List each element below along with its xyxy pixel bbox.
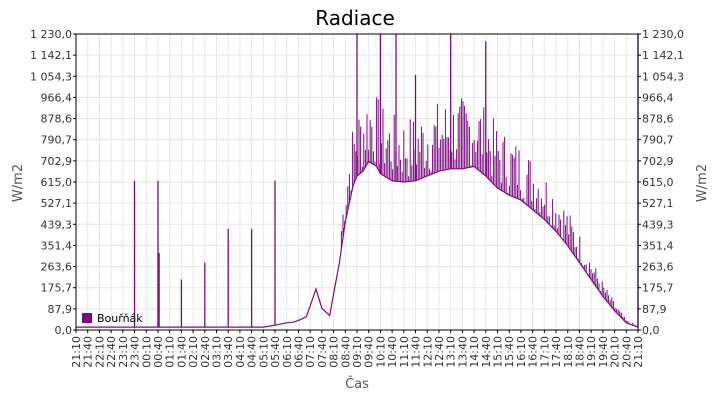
y-tick-label-right: 790,7 <box>642 134 674 147</box>
y-axis-left: 0,0 87,9 175,7 263,6 351,4 439,3 527,1 615,0 702… <box>30 28 76 337</box>
y-axis-right: 0,0 87,9 175,7 263,6 351,4 439,3 527,1 615,0 702… <box>638 28 684 337</box>
y-tick-label-right: 263,6 <box>642 261 674 274</box>
y-tick-label-right: 87,9 <box>642 303 667 316</box>
x-tick-label: 02:40 <box>199 336 212 368</box>
x-tick-label: 08:10 <box>328 336 341 368</box>
y-tick-label-left: 439,3 <box>41 218 73 231</box>
y-tick-label-left: 1 230,0 <box>30 28 72 41</box>
x-tick-label: 03:10 <box>211 336 224 368</box>
x-tick-label: 08:40 <box>339 336 352 368</box>
x-tick-label: 03:40 <box>222 336 235 368</box>
x-axis: 21:1021:4022:1022:4023:1023:4000:1000:40… <box>70 330 645 368</box>
x-tick-label: 02:10 <box>187 336 200 368</box>
legend: Bouřňák <box>82 312 143 325</box>
legend-label: Bouřňák <box>97 312 143 325</box>
x-tick-label: 07:40 <box>316 336 329 368</box>
x-tick-label: 05:40 <box>269 336 282 368</box>
y-tick-label-right: 615,0 <box>642 176 674 189</box>
y-tick-label-left: 175,7 <box>41 282 73 295</box>
x-tick-label: 00:40 <box>152 336 165 368</box>
x-tick-label: 13:10 <box>445 336 458 368</box>
x-tick-label: 17:40 <box>550 336 563 368</box>
y-tick-label-right: 878,6 <box>642 113 674 126</box>
y-tick-label-left: 615,0 <box>41 176 73 189</box>
x-tick-label: 23:10 <box>117 336 130 368</box>
x-tick-label: 16:10 <box>515 336 528 368</box>
x-tick-label: 21:10 <box>632 336 645 368</box>
x-tick-label: 07:10 <box>304 336 317 368</box>
x-tick-label: 22:10 <box>93 336 106 368</box>
y-tick-label-right: 175,7 <box>642 282 674 295</box>
x-tick-label: 19:10 <box>585 336 598 368</box>
x-tick-label: 00:10 <box>140 336 153 368</box>
x-tick-label: 20:40 <box>620 336 633 368</box>
x-tick-label: 21:10 <box>70 336 83 368</box>
x-tick-label: 14:40 <box>480 336 493 368</box>
y-tick-label-right: 0,0 <box>642 324 660 337</box>
x-tick-label: 11:10 <box>398 336 411 368</box>
y-tick-label-right: 1 142,1 <box>642 49 684 62</box>
x-tick-label: 14:10 <box>468 336 481 368</box>
x-tick-label: 12:10 <box>421 336 434 368</box>
y-tick-label-left: 790,7 <box>41 134 73 147</box>
y-tick-label-right: 439,3 <box>642 218 674 231</box>
x-tick-label: 11:40 <box>410 336 423 368</box>
x-tick-label: 09:40 <box>363 336 376 368</box>
y-tick-label-right: 966,4 <box>642 91 674 104</box>
y-tick-label-left: 263,6 <box>41 261 73 274</box>
x-tick-label: 04:40 <box>246 336 259 368</box>
y-tick-label-left: 966,4 <box>41 91 73 104</box>
x-tick-label: 01:10 <box>164 336 177 368</box>
y-tick-label-right: 527,1 <box>642 197 674 210</box>
y-tick-label-left: 527,1 <box>41 197 73 210</box>
y-tick-label-left: 0,0 <box>55 324 73 337</box>
x-tick-label: 18:10 <box>562 336 575 368</box>
x-tick-label: 22:40 <box>105 336 118 368</box>
x-tick-label: 15:40 <box>503 336 516 368</box>
x-tick-label: 06:40 <box>292 336 305 368</box>
y-tick-label-right: 1 054,3 <box>642 70 684 83</box>
x-tick-label: 12:40 <box>433 336 446 368</box>
x-tick-label: 23:40 <box>129 336 142 368</box>
y-tick-label-right: 351,4 <box>642 239 674 252</box>
x-tick-label: 09:10 <box>351 336 364 368</box>
x-tick-label: 17:10 <box>538 336 551 368</box>
y-tick-label-left: 702,9 <box>41 155 73 168</box>
legend-swatch <box>82 313 92 323</box>
x-tick-label: 20:10 <box>609 336 622 368</box>
x-tick-label: 10:10 <box>374 336 387 368</box>
x-tick-label: 16:40 <box>527 336 540 368</box>
x-tick-label: 04:10 <box>234 336 247 368</box>
chart-title: Radiace <box>315 6 395 30</box>
y-tick-label-right: 702,9 <box>642 155 674 168</box>
y-tick-label-left: 1 142,1 <box>30 49 72 62</box>
y-tick-label-left: 87,9 <box>48 303 73 316</box>
y-axis-label-left: W/m2 <box>11 164 26 202</box>
plot-frame <box>75 33 639 331</box>
x-tick-label: 13:40 <box>456 336 469 368</box>
y-axis-label-right: W/m2 <box>695 164 710 202</box>
x-axis-label: Čas <box>345 376 369 392</box>
y-tick-label-left: 1 054,3 <box>30 70 72 83</box>
x-tick-label: 18:40 <box>573 336 586 368</box>
x-tick-label: 19:40 <box>597 336 610 368</box>
y-tick-label-left: 878,6 <box>41 113 73 126</box>
x-tick-label: 15:10 <box>492 336 505 368</box>
x-tick-label: 01:40 <box>175 336 188 368</box>
x-tick-label: 10:40 <box>386 336 399 368</box>
x-tick-label: 21:40 <box>82 336 95 368</box>
y-tick-label-right: 1 230,0 <box>642 28 684 41</box>
y-tick-label-left: 351,4 <box>41 239 73 252</box>
x-tick-label: 06:10 <box>281 336 294 368</box>
x-tick-label: 05:10 <box>257 336 270 368</box>
